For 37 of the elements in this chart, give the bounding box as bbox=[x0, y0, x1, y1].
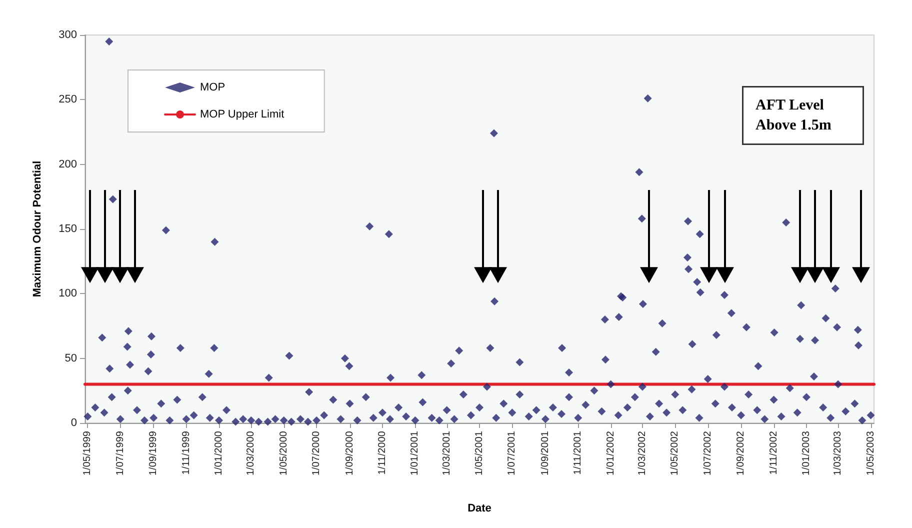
x-tick-label: 1/07/2002 bbox=[702, 430, 714, 476]
x-axis-title: Date bbox=[468, 502, 492, 514]
annotation: AFT Level Above 1.5m bbox=[756, 98, 832, 134]
x-tick-label: 1/07/2001 bbox=[506, 430, 518, 476]
x-tick-label: 1/11/2002 bbox=[768, 430, 780, 475]
x-tick-label: 1/05/2000 bbox=[278, 430, 290, 476]
y-tick-label: 300 bbox=[58, 29, 77, 41]
x-tick-label: 1/05/2002 bbox=[670, 430, 681, 476]
legend-label: MOP Upper Limit bbox=[200, 108, 284, 120]
x-tick-label: 1/09/2000 bbox=[344, 430, 356, 476]
x-tick-label: 1/01/2000 bbox=[214, 430, 224, 476]
x-tick-label: 1/03/2002 bbox=[636, 430, 648, 476]
y-tick-label: 150 bbox=[58, 223, 77, 235]
x-tick-label: 1/01/2001 bbox=[410, 430, 421, 476]
y-tick-label: 200 bbox=[58, 158, 77, 170]
y-tick-label: 0 bbox=[70, 417, 77, 429]
x-tick-label: 1/11/1999 bbox=[180, 430, 192, 475]
x-tick-label: 1/09/2001 bbox=[540, 430, 551, 476]
x-tick-label: 1/11/2001 bbox=[572, 430, 584, 475]
x-tick-label: 1/07/1999 bbox=[114, 430, 126, 476]
x-tick-label: 1/09/1999 bbox=[148, 430, 160, 476]
y-tick-label: 50 bbox=[64, 352, 77, 364]
x-tick-label: 1/03/2000 bbox=[246, 430, 257, 476]
x-tick-label: 1/01/2002 bbox=[605, 430, 616, 476]
x-tick-label: 1/05/2001 bbox=[474, 430, 485, 476]
x-tick-label: 1/09/2002 bbox=[736, 430, 747, 476]
x-tick-label: 1/01/2003 bbox=[800, 430, 812, 476]
legend-label: MOP bbox=[200, 82, 226, 94]
y-tick-label: 100 bbox=[58, 288, 77, 300]
y-tick-label: 250 bbox=[58, 94, 77, 106]
y-axis-title: Maximum Odour Potential bbox=[32, 160, 44, 298]
x-tick-label: 1/03/2003 bbox=[832, 430, 844, 476]
x-tick-label: 1/03/2001 bbox=[441, 430, 452, 476]
x-tick-label: 1/05/1999 bbox=[82, 430, 94, 476]
x-tick-label: 1/05/2003 bbox=[865, 430, 876, 476]
x-tick-label: 1/11/2000 bbox=[376, 430, 388, 475]
x-tick-label: 1/07/2000 bbox=[311, 430, 322, 476]
